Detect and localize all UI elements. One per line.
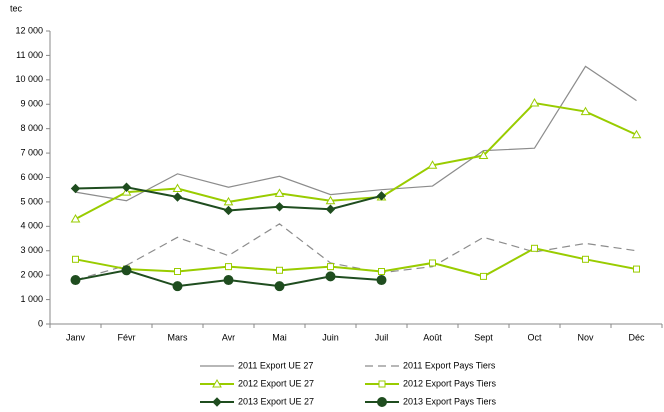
series-marker [274, 188, 285, 197]
series-marker [478, 150, 489, 160]
series-marker [274, 281, 285, 292]
series-marker [223, 205, 234, 216]
legend-label: 2011 Export Pays Tiers [403, 360, 496, 370]
series-marker [378, 268, 385, 276]
series-marker [327, 263, 334, 271]
x-tick-label: Août [423, 332, 442, 342]
legend-label: 2013 Export Pays Tiers [403, 396, 497, 406]
legend-marker [377, 397, 387, 407]
legend-marker [212, 397, 222, 407]
y-axis-label: tec [10, 3, 23, 13]
x-tick-label: Avr [222, 332, 235, 342]
y-tick-label: 1 000 [20, 294, 43, 304]
series-marker [376, 191, 387, 201]
series-marker [174, 268, 181, 276]
y-tick-label: 5 000 [20, 196, 43, 206]
x-tick-label: Oct [527, 332, 542, 342]
series-line [75, 65, 637, 202]
y-tick-label: 6 000 [20, 172, 43, 182]
series-marker [70, 214, 81, 223]
series-marker [70, 183, 81, 194]
series-marker [172, 281, 183, 292]
y-tick-label: 2 000 [20, 270, 43, 280]
legend-marker [378, 380, 386, 388]
y-tick-label: 8 000 [20, 123, 43, 133]
y-tick-label: 3 000 [20, 245, 43, 255]
series-marker [121, 182, 132, 192]
series-marker [70, 275, 81, 286]
x-tick-label: Févr [118, 332, 136, 342]
x-tick-label: Juil [375, 332, 389, 342]
series-marker [325, 204, 336, 214]
series-marker [582, 255, 589, 263]
legend-label: 2012 Export Pays Tiers [403, 378, 497, 388]
series-marker [325, 271, 336, 282]
series-marker [223, 196, 234, 206]
y-tick-label: 11 000 [16, 50, 43, 60]
series-marker [274, 202, 285, 212]
legend-label: 2011 Export UE 27 [238, 360, 313, 370]
legend-label: 2012 Export UE 27 [238, 378, 314, 388]
series-marker [376, 275, 387, 286]
series-marker [172, 183, 183, 192]
series-marker [121, 265, 132, 276]
y-tick-label: 4 000 [20, 221, 43, 231]
series-marker [172, 192, 183, 202]
series-marker [72, 255, 79, 263]
y-tick-label: 7 000 [20, 147, 43, 157]
y-tick-label: 0 [38, 318, 43, 328]
series-marker [580, 106, 591, 116]
x-tick-label: Juin [322, 332, 339, 342]
x-tick-label: Sept [474, 332, 493, 342]
series-marker [480, 272, 487, 280]
series-marker [427, 160, 438, 169]
y-tick-label: 12 000 [15, 25, 43, 35]
y-tick-label: 10 000 [15, 74, 43, 84]
series-line [75, 247, 637, 278]
series-marker [631, 129, 642, 139]
series-marker [325, 195, 336, 205]
series-line [75, 101, 637, 220]
legend-marker [212, 378, 222, 388]
series-marker [276, 266, 283, 274]
x-tick-label: Nov [577, 332, 594, 342]
x-tick-label: Mars [168, 332, 188, 342]
x-tick-label: Déc [628, 332, 645, 342]
series-marker [225, 263, 232, 271]
x-tick-label: Mai [272, 332, 287, 342]
x-tick-label: Janv [66, 332, 86, 342]
y-tick-label: 9 000 [20, 99, 43, 109]
series-marker [633, 265, 640, 273]
series-marker [223, 275, 234, 286]
legend-label: 2013 Export UE 27 [238, 396, 314, 406]
series-marker [531, 244, 538, 252]
series-marker [529, 98, 540, 107]
series-marker [429, 259, 436, 267]
